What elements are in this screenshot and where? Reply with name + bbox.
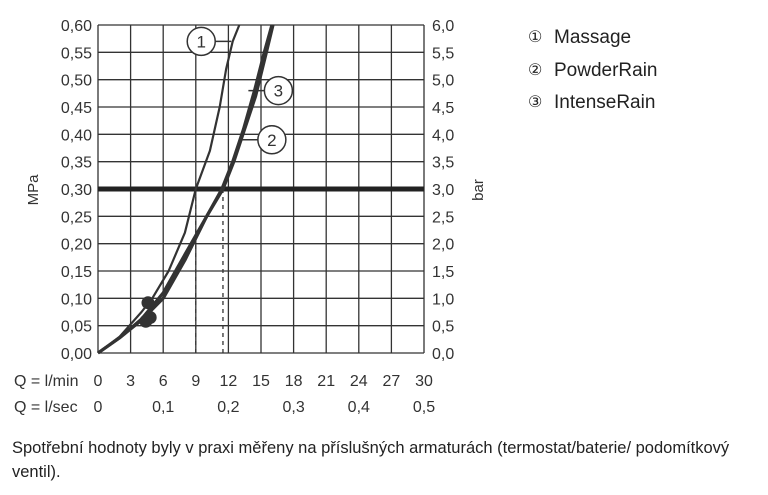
pressure-flow-chart: 0,00 0,00,05 0,50,10 1,00,15 1,50,20 2,00,25 2… <box>14 18 487 416</box>
legend-label: PowderRain <box>554 59 658 81</box>
right-tick-label: 0,0 <box>432 346 454 363</box>
chart-caption: Spotřební hodnoty byly v praxi měřeny na… <box>12 439 730 481</box>
callout-number: 1 <box>196 32 205 51</box>
left-tick-label: 0,55 <box>61 45 92 62</box>
legend-item-intenserain: ③ IntenseRain <box>528 87 658 120</box>
callout-circle <box>186 26 216 57</box>
left-tick-label: 0,60 <box>61 18 92 35</box>
x-axis-lsec-label: Q = l/sec <box>14 399 78 416</box>
x-tick-lmin: 24 <box>350 373 368 390</box>
x-tick-lsec: 0,4 <box>348 399 370 416</box>
x-tick-lmin: 18 <box>285 373 303 390</box>
legend-label: IntenseRain <box>554 92 656 113</box>
right-tick-label: 5,0 <box>432 73 454 90</box>
legend-marker: ① <box>528 29 543 46</box>
left-tick-label: 0,30 <box>61 182 92 199</box>
left-tick-label: 0,20 <box>61 237 92 254</box>
left-tick-label: 0,40 <box>61 127 92 144</box>
x-tick-lsec: 0,3 <box>282 399 304 416</box>
x-tick-lsec: 0,2 <box>217 399 239 416</box>
series-line-massage <box>97 24 241 354</box>
legend-item-powderrain: ② PowderRain <box>528 55 658 88</box>
left-tick-label: 0,10 <box>61 291 92 308</box>
right-tick-label: 2,5 <box>432 209 454 226</box>
x-tick-lmin: 3 <box>126 373 135 390</box>
x-tick-lmin: 27 <box>383 373 401 390</box>
x-tick-lmin: 15 <box>252 373 270 390</box>
legend-label: Massage <box>554 27 632 48</box>
data-point <box>139 314 153 328</box>
x-tick-lmin: 9 <box>191 373 200 390</box>
right-axis-title: bar <box>470 179 487 201</box>
right-tick-label: 3,0 <box>432 182 454 199</box>
callout-circle <box>263 75 294 106</box>
x-tick-lsec: 0 <box>94 399 103 416</box>
right-tick-label: 4,5 <box>432 100 454 117</box>
x-tick-lmin: 0 <box>94 373 103 390</box>
right-tick-label: 1,0 <box>432 291 454 308</box>
legend-item-massage: ① Massage <box>528 22 658 55</box>
x-tick-lsec: 0,1 <box>152 399 174 416</box>
legend-marker: ② <box>528 61 543 79</box>
legend: ① Massage ② PowderRain ③ IntenseRain <box>528 22 658 120</box>
data-point <box>141 296 155 310</box>
x-tick-lmin: 30 <box>415 373 433 390</box>
x-tick-lmin: 21 <box>317 373 335 390</box>
callout-circle <box>257 125 287 155</box>
left-tick-label: 0,00 <box>61 346 92 363</box>
right-tick-label: 1,5 <box>432 264 454 281</box>
left-tick-label: 0,45 <box>61 100 92 117</box>
x-tick-lmin: 12 <box>220 373 238 390</box>
left-tick-label: 0,35 <box>61 155 92 172</box>
series-line-intenserain <box>97 24 274 355</box>
callout-number: 3 <box>274 82 283 101</box>
left-tick-label: 0,15 <box>61 264 92 281</box>
right-tick-label: 5,5 <box>432 45 454 62</box>
left-tick-label: 0,05 <box>61 319 92 336</box>
left-tick-label: 0,50 <box>61 73 92 90</box>
right-tick-label: 6,0 <box>432 18 454 35</box>
x-tick-lmin: 6 <box>159 373 168 390</box>
right-tick-label: 4,0 <box>432 127 454 144</box>
right-tick-label: 2,0 <box>432 237 454 254</box>
right-tick-label: 3,5 <box>432 155 454 172</box>
x-tick-lsec: 0,5 <box>413 399 435 416</box>
right-tick-label: 0,5 <box>432 319 454 336</box>
left-tick-label: 0,25 <box>61 209 92 226</box>
legend-marker: ③ <box>528 94 543 111</box>
callout-number: 2 <box>267 131 276 150</box>
x-axis-lmin-label: Q = l/min <box>14 373 78 390</box>
left-axis-title: MPa <box>25 174 42 206</box>
